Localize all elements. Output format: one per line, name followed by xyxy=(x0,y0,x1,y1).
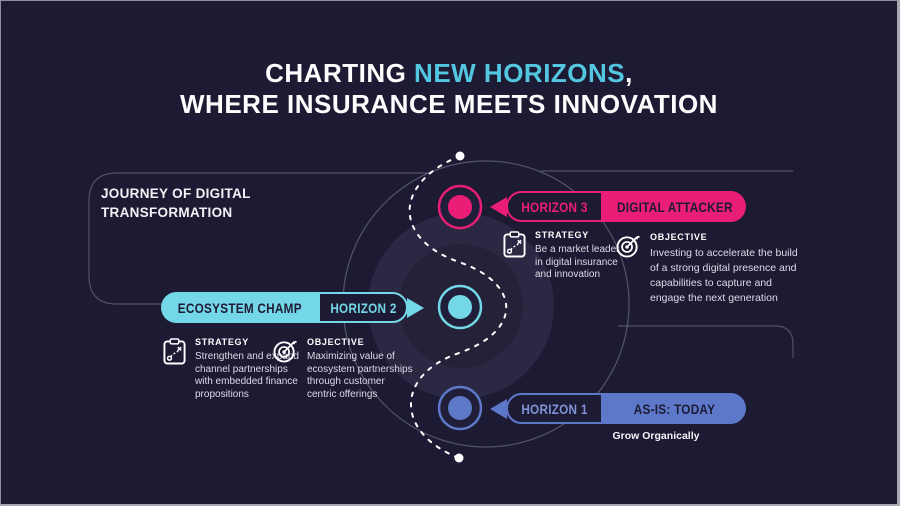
strategy-clipboard-icon xyxy=(163,338,186,401)
horizon2-strategy-block: STRATEGY Strengthen and expand channel p… xyxy=(163,337,307,401)
objective-target-icon xyxy=(616,233,641,306)
horizon3-pointer-icon xyxy=(490,196,507,217)
horizon2-name-segment: HORIZON 2 xyxy=(318,292,408,323)
objective-target-icon xyxy=(273,338,298,401)
objective-heading: OBJECTIVE xyxy=(650,232,708,242)
title-suffix: , xyxy=(625,58,633,88)
horizon3-tag: DIGITAL ATTACKER xyxy=(616,198,733,215)
horizon1-badge: HORIZON 1 AS-IS: TODAY xyxy=(490,393,746,424)
horizon2-objective-text: Maximizing value of ecosystem partnershi… xyxy=(307,351,413,400)
horizon1-pointer-icon xyxy=(490,398,507,419)
horizon1-name: HORIZON 1 xyxy=(521,400,588,417)
right-container-outline-bottom xyxy=(618,325,794,358)
horizon2-strategy-text: Strengthen and expand channel partnershi… xyxy=(195,351,299,400)
serpentine-journey-path xyxy=(408,155,508,459)
path-start-dot xyxy=(455,151,465,161)
horizon1-name-segment: HORIZON 1 xyxy=(506,393,603,424)
horizon3-objective-text: Investing to accelerate the build of a s… xyxy=(650,247,798,304)
horizon3-badge: HORIZON 3 DIGITAL ATTACKER xyxy=(490,191,746,222)
objective-heading: OBJECTIVE xyxy=(307,337,365,347)
title-line-1: CHARTING NEW HORIZONS, xyxy=(1,58,897,89)
journey-label: JOURNEY OF DIGITAL TRANSFORMATION xyxy=(101,186,251,220)
path-end-dot xyxy=(454,453,464,463)
horizon2-pointer-icon xyxy=(407,297,424,318)
horizon2-tag: ECOSYSTEM CHAMP xyxy=(177,299,302,316)
horizon3-name: HORIZON 3 xyxy=(521,198,588,215)
horizon3-name-segment: HORIZON 3 xyxy=(506,191,603,222)
horizon1-tag-segment: AS-IS: TODAY xyxy=(603,393,746,424)
strategy-heading: STRATEGY xyxy=(195,337,249,347)
horizon3-strategy-text: Be a market leader in digital insurance … xyxy=(535,244,620,280)
horizon3-node xyxy=(437,184,483,230)
horizon2-node xyxy=(437,284,483,330)
strategy-clipboard-icon xyxy=(503,231,526,282)
horizon3-strategy-block: STRATEGY Be a market leader in digital i… xyxy=(503,230,627,282)
horizon1-note: Grow Organically xyxy=(612,430,700,442)
title-prefix: CHARTING xyxy=(265,58,415,88)
horizon1-node xyxy=(437,385,483,431)
horizon2-objective-block: OBJECTIVE Maximizing value of ecosystem … xyxy=(273,337,417,401)
page-title: CHARTING NEW HORIZONS, WHERE INSURANCE M… xyxy=(1,58,897,120)
title-line-2: WHERE INSURANCE MEETS INNOVATION xyxy=(180,89,718,119)
horizon1-tag: AS-IS: TODAY xyxy=(633,400,716,417)
horizon2-badge: ECOSYSTEM CHAMP HORIZON 2 xyxy=(161,292,424,323)
strategy-heading: STRATEGY xyxy=(535,230,589,240)
horizon2-name: HORIZON 2 xyxy=(329,299,397,316)
horizon3-tag-segment: DIGITAL ATTACKER xyxy=(603,191,746,222)
horizon3-objective-block: OBJECTIVE Investing to accelerate the bu… xyxy=(616,232,805,306)
left-container-outline xyxy=(88,172,431,305)
horizon2-tag-segment: ECOSYSTEM CHAMP xyxy=(161,292,318,323)
title-highlight: NEW HORIZONS xyxy=(414,58,626,88)
